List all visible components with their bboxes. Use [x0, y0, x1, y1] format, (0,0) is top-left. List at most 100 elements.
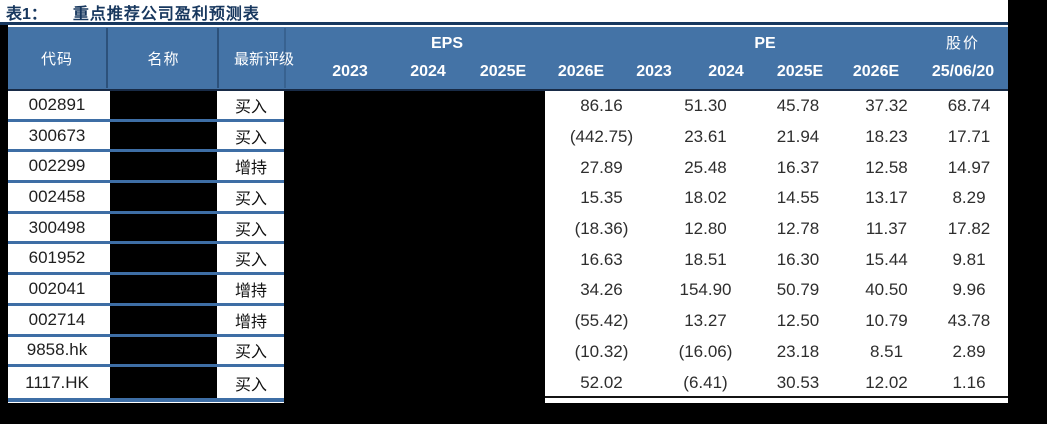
price-cell: 14.97 — [947, 157, 991, 177]
header-divider — [284, 28, 286, 88]
pe-2026e-cell: 10.79 — [865, 311, 908, 331]
pe-2023-cell: 16.63 — [580, 249, 623, 269]
price-cell: 1.16 — [952, 372, 986, 392]
header-pe-2025e: 2025E — [776, 63, 824, 80]
pe-2025e-cell: 12.50 — [776, 311, 820, 331]
pe-2025e-cell: 50.79 — [776, 280, 820, 300]
name-cell-redacted — [110, 305, 217, 334]
rating-cell: 买入 — [234, 98, 267, 116]
table-row-values: 86.16 51.30 45.78 37.32 68.74 — [545, 91, 1008, 122]
pe-2024-cell: 18.51 — [684, 249, 727, 269]
price-cell: 68.74 — [947, 96, 991, 116]
header-group-eps: EPS — [430, 35, 464, 52]
pe-2024-cell: 154.90 — [679, 280, 732, 300]
pe-2025e-cell: 16.30 — [776, 249, 820, 269]
rating-cell: 增持 — [234, 313, 267, 331]
table-body-left: 002891 买入 300673 买入 002299 增持 002458 买入 … — [8, 91, 284, 398]
table-header: 代码 名称 最新评级 EPS PE 股价 2023 2024 2025E 202… — [8, 27, 1008, 89]
name-cell-redacted — [110, 336, 217, 365]
name-cell-redacted — [110, 91, 217, 119]
title-underline — [0, 22, 1008, 25]
pe-2026e-cell: 13.17 — [865, 188, 908, 208]
table-row-values: (18.36) 12.80 12.78 11.37 17.82 — [545, 214, 1008, 245]
pe-2023-cell: 27.89 — [580, 157, 623, 177]
pe-2026e-cell: 18.23 — [865, 127, 908, 147]
pe-2026e-cell: 12.58 — [865, 157, 908, 177]
pe-2023-cell: 52.02 — [580, 372, 623, 392]
pe-2026e-cell: 37.32 — [865, 96, 908, 116]
pe-2026e-cell: 12.02 — [865, 372, 908, 392]
pe-2024-cell: (6.41) — [683, 372, 728, 392]
code-cell: 1117.HK — [25, 372, 89, 392]
pe-2025e-cell: 45.78 — [776, 96, 820, 116]
name-cell-redacted — [110, 183, 217, 211]
header-eps-2025e: 2025E — [479, 63, 527, 80]
table-row: 002299 增持 — [8, 152, 284, 184]
table-row: 300673 买入 — [8, 121, 284, 153]
table-row-values: 27.89 25.48 16.37 12.58 14.97 — [545, 152, 1008, 183]
price-cell: 9.96 — [952, 280, 986, 300]
pe-2025e-cell: 23.18 — [776, 341, 820, 361]
table-row-values: 34.26 154.90 50.79 40.50 9.96 — [545, 275, 1008, 306]
price-cell: 8.29 — [952, 188, 986, 208]
pe-2025e-cell: 12.78 — [776, 219, 820, 239]
pe-2024-cell: 51.30 — [684, 96, 727, 116]
header-code: 代码 — [40, 50, 73, 68]
table-row-values: 52.02 (6.41) 30.53 12.02 1.16 — [545, 367, 1008, 398]
code-cell: 9858.hk — [26, 340, 88, 360]
pe-2024-cell: 18.02 — [684, 188, 727, 208]
pe-2024-cell: (16.06) — [678, 341, 733, 361]
pe-2026e-cell: 15.44 — [865, 249, 908, 269]
header-group-pe: PE — [754, 35, 776, 52]
table-body-numbers: 86.16 51.30 45.78 37.32 68.74 (442.75) 2… — [545, 91, 1008, 398]
pe-2026e-cell: 8.51 — [869, 341, 904, 361]
pe-2024-cell: 13.27 — [684, 311, 727, 331]
table-bottom-border — [8, 398, 284, 402]
right-black-strip — [1008, 0, 1047, 424]
header-name: 名称 — [147, 50, 180, 68]
price-cell: 2.89 — [952, 341, 986, 361]
header-pe-2023: 2023 — [636, 63, 672, 80]
pe-2023-cell: (18.36) — [574, 219, 629, 239]
pe-2025e-cell: 21.94 — [776, 127, 820, 147]
rating-cell: 增持 — [234, 282, 267, 300]
pe-2025e-cell: 16.37 — [776, 157, 820, 177]
table-row: 002891 买入 — [8, 91, 284, 122]
table-row-values: 15.35 18.02 14.55 13.17 8.29 — [545, 183, 1008, 214]
rating-cell: 买入 — [234, 129, 267, 147]
name-cell-redacted — [110, 275, 217, 303]
price-cell: 17.71 — [947, 127, 991, 147]
table-title-text: 重点推荐公司盈利预测表 — [72, 5, 260, 23]
table-row-values: (55.42) 13.27 12.50 10.79 43.78 — [545, 306, 1008, 337]
pe-2023-cell: (10.32) — [574, 341, 629, 361]
pe-2024-cell: 12.80 — [684, 219, 727, 239]
eps-columns-redaction-block — [284, 91, 545, 424]
code-cell: 300673 — [28, 125, 86, 145]
name-cell-redacted — [110, 244, 217, 273]
header-rating: 最新评级 — [233, 50, 294, 68]
header-eps-2026e: 2026E — [557, 63, 605, 80]
left-black-strip — [0, 25, 8, 424]
pe-2024-cell: 25.48 — [684, 157, 727, 177]
header-divider — [106, 28, 108, 88]
code-cell: 002458 — [28, 186, 86, 206]
pe-2023-cell: 86.16 — [580, 96, 623, 116]
pe-2023-cell: 15.35 — [580, 188, 623, 208]
table-row-values: (10.32) (16.06) 23.18 8.51 2.89 — [545, 337, 1008, 368]
code-cell: 601952 — [28, 248, 86, 268]
price-cell: 43.78 — [947, 311, 991, 331]
name-cell-redacted — [110, 152, 217, 181]
pe-2024-cell: 23.61 — [684, 127, 727, 147]
name-cell-redacted — [110, 121, 217, 150]
header-group-price: 股价 — [945, 35, 981, 52]
table-row: 1117.HK 买入 — [8, 367, 284, 398]
numbers-bottom-rule — [545, 396, 1008, 398]
header-eps-2024: 2024 — [410, 63, 446, 80]
table-row: 002714 增持 — [8, 305, 284, 337]
table-row-values: (442.75) 23.61 21.94 18.23 17.71 — [545, 122, 1008, 153]
header-divider — [217, 28, 219, 88]
name-cell-redacted — [110, 213, 217, 242]
header-bottom-rule — [8, 89, 1008, 91]
code-cell: 002714 — [28, 309, 86, 329]
header-pe-2026e: 2026E — [852, 63, 900, 80]
